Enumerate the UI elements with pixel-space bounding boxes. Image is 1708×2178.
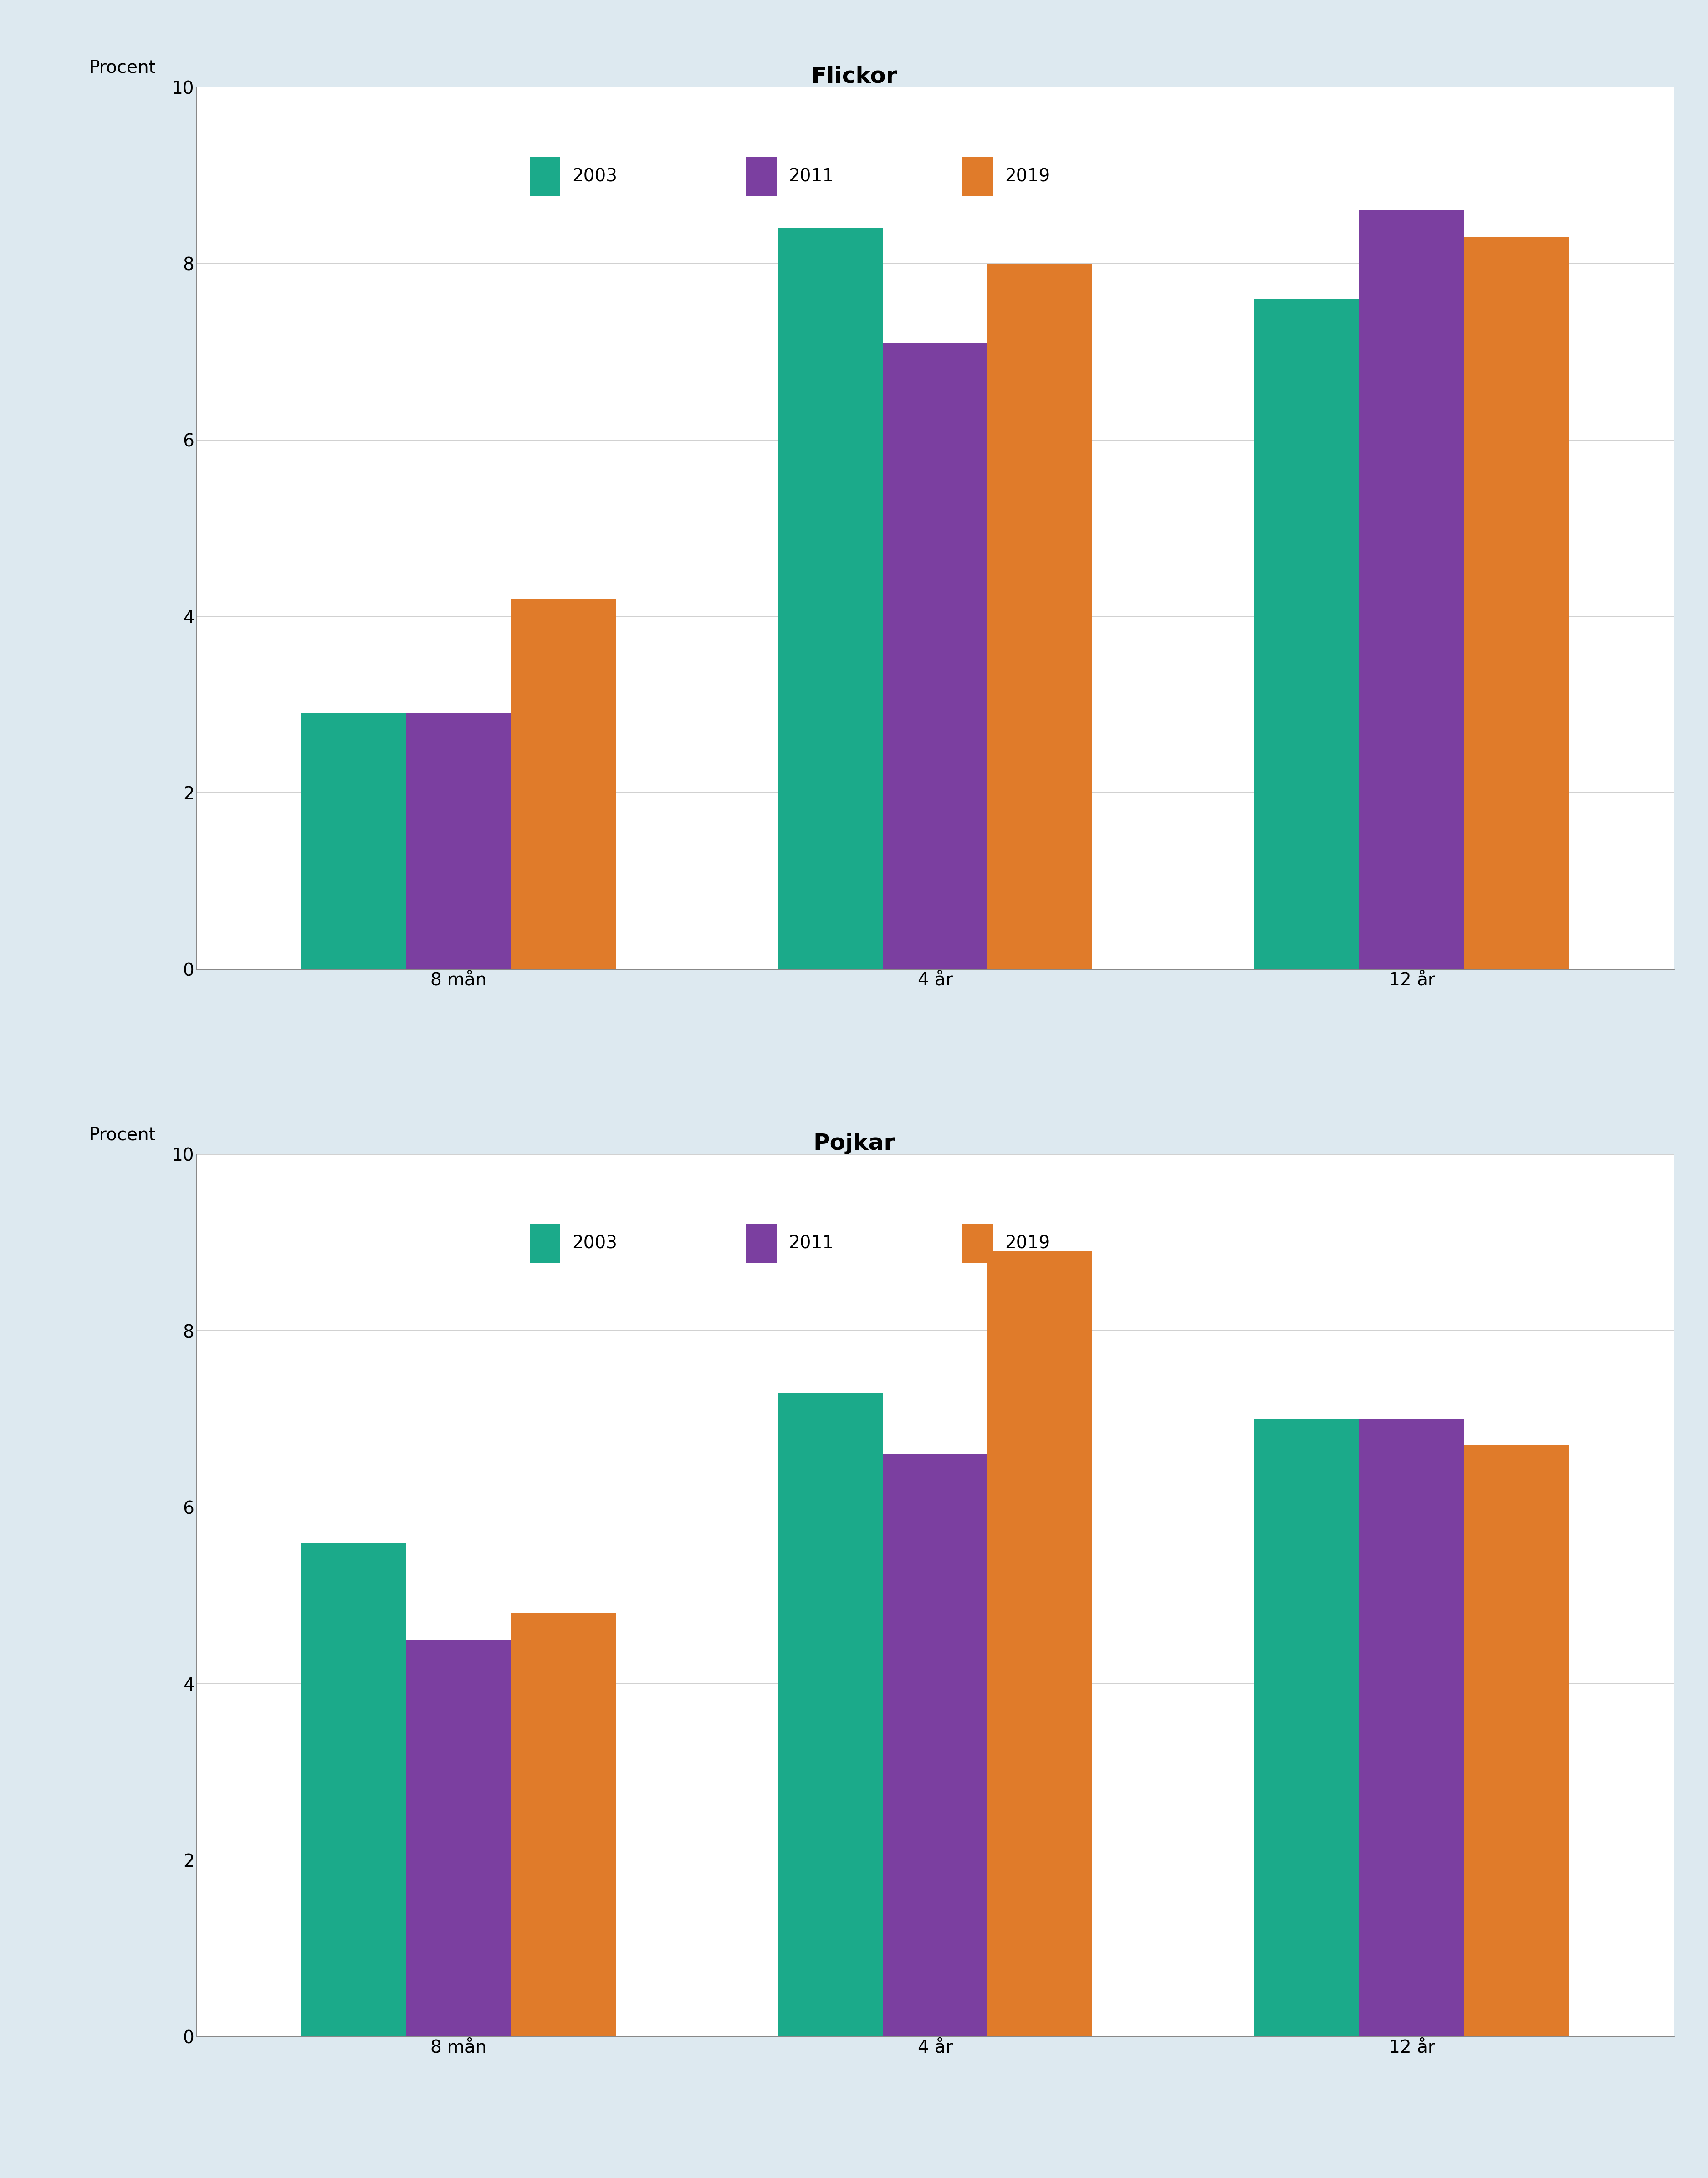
Text: Pojkar: Pojkar: [813, 1133, 895, 1154]
Text: 2003: 2003: [572, 168, 617, 185]
Bar: [1360, 1420, 1464, 2036]
Bar: [511, 599, 617, 969]
Text: Procent: Procent: [89, 1126, 155, 1143]
Bar: [777, 229, 883, 969]
Bar: [1254, 298, 1360, 969]
Bar: [407, 1640, 511, 2036]
Bar: [777, 1392, 883, 2036]
Text: 2011: 2011: [789, 168, 834, 185]
Text: Flickor: Flickor: [811, 65, 897, 87]
Bar: [301, 714, 407, 969]
Text: Procent: Procent: [89, 59, 155, 76]
Bar: [987, 1252, 1093, 2036]
Text: 2019: 2019: [1004, 168, 1050, 185]
Bar: [883, 1455, 987, 2036]
Text: 2019: 2019: [1004, 1235, 1050, 1252]
Bar: [301, 1542, 407, 2036]
Bar: [511, 1614, 617, 2036]
Text: 2011: 2011: [789, 1235, 834, 1252]
Bar: [407, 714, 511, 969]
Bar: [1360, 211, 1464, 969]
Bar: [1464, 1446, 1570, 2036]
Bar: [1464, 237, 1570, 969]
Bar: [883, 342, 987, 969]
Text: 2003: 2003: [572, 1235, 617, 1252]
Bar: [1254, 1420, 1360, 2036]
Bar: [987, 264, 1093, 969]
